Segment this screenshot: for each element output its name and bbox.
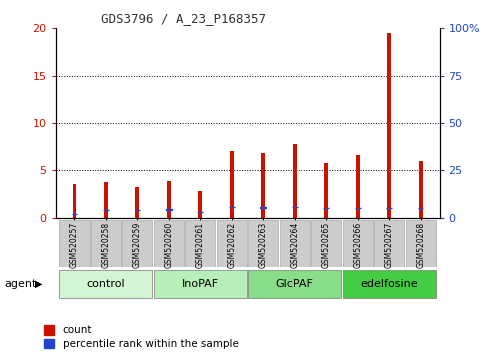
Text: GSM520265: GSM520265 (322, 222, 331, 268)
FancyBboxPatch shape (154, 270, 247, 298)
FancyBboxPatch shape (91, 221, 121, 267)
Text: GSM520266: GSM520266 (353, 222, 362, 268)
FancyBboxPatch shape (59, 270, 153, 298)
FancyBboxPatch shape (154, 221, 184, 267)
Text: GSM520260: GSM520260 (164, 222, 173, 268)
FancyBboxPatch shape (248, 270, 341, 298)
Bar (166, 209, 171, 210)
Bar (419, 161, 423, 218)
Text: GSM520264: GSM520264 (290, 222, 299, 268)
FancyBboxPatch shape (59, 221, 89, 267)
Text: InoPAF: InoPAF (182, 279, 219, 289)
Text: GSM520262: GSM520262 (227, 222, 236, 268)
Text: edelfosine: edelfosine (360, 279, 418, 289)
FancyBboxPatch shape (374, 221, 404, 267)
Bar (356, 155, 359, 218)
Text: GDS3796 / A_23_P168357: GDS3796 / A_23_P168357 (101, 12, 266, 25)
Bar (167, 181, 171, 218)
Legend: count, percentile rank within the sample: count, percentile rank within the sample (44, 325, 239, 349)
Bar (293, 144, 297, 218)
Bar (261, 153, 265, 218)
Text: GSM520263: GSM520263 (259, 222, 268, 268)
Bar (199, 191, 202, 218)
FancyBboxPatch shape (406, 221, 436, 267)
FancyBboxPatch shape (280, 221, 310, 267)
Text: GSM520259: GSM520259 (133, 222, 142, 268)
FancyBboxPatch shape (248, 221, 278, 267)
Text: GSM520258: GSM520258 (101, 222, 111, 268)
Bar (229, 206, 235, 207)
FancyBboxPatch shape (311, 221, 341, 267)
Text: GSM520267: GSM520267 (384, 222, 394, 268)
Text: ▶: ▶ (35, 279, 43, 289)
FancyBboxPatch shape (217, 221, 247, 267)
Bar (325, 163, 328, 218)
Bar (72, 184, 76, 218)
Bar (230, 152, 234, 218)
FancyBboxPatch shape (342, 221, 373, 267)
FancyBboxPatch shape (185, 221, 215, 267)
Bar (387, 33, 391, 218)
Text: agent: agent (5, 279, 37, 289)
Bar (260, 207, 266, 208)
Text: GSM520268: GSM520268 (416, 222, 425, 268)
Bar (386, 208, 392, 209)
Text: control: control (86, 279, 125, 289)
Bar (104, 182, 108, 218)
Bar (136, 187, 139, 218)
FancyBboxPatch shape (342, 270, 436, 298)
Text: GlcPAF: GlcPAF (276, 279, 313, 289)
Text: GSM520257: GSM520257 (70, 222, 79, 268)
Text: GSM520261: GSM520261 (196, 222, 205, 268)
FancyBboxPatch shape (122, 221, 153, 267)
